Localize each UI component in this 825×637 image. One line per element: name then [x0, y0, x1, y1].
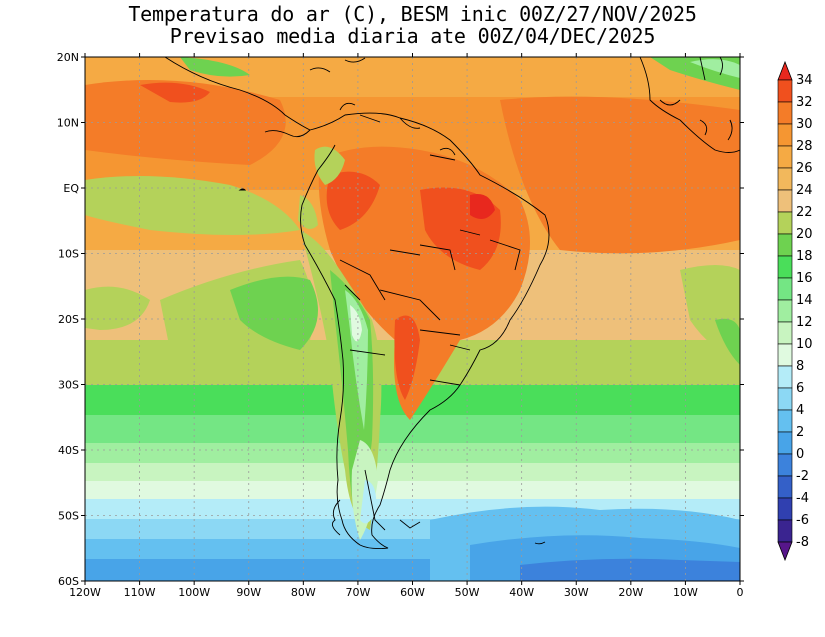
colorbar-swatch [777, 189, 793, 213]
map-title: Temperatura do ar (C), BESM inic 00Z/27/… [128, 2, 697, 26]
lon-label: 90W [236, 586, 261, 599]
colorbar-swatch [777, 299, 793, 323]
colorbar-swatch [777, 475, 793, 499]
lon-label: 0 [737, 586, 744, 599]
longitude-labels: 120W 110W 100W 90W 80W 70W 60W 50W 40W 30W 20W 10W 0 [69, 586, 743, 599]
lon-label: 50W [455, 586, 480, 599]
colorbar-swatch [777, 233, 793, 257]
colorbar-label: -4 [796, 491, 809, 506]
colorbar-label: 26 [796, 161, 813, 176]
lon-label: 80W [291, 586, 316, 599]
colorbar-label: 28 [796, 139, 813, 154]
colorbar-label: 22 [796, 205, 813, 220]
colorbar-label: 24 [796, 183, 813, 198]
lat-label: 10S [58, 248, 79, 261]
lon-label: 30W [564, 586, 589, 599]
graticule [85, 57, 740, 581]
lat-label: 50S [58, 510, 79, 523]
colorbar-label: 10 [796, 337, 813, 352]
colorbar-label: 2 [796, 425, 804, 440]
colorbar-label: 4 [796, 403, 804, 418]
lon-label: 40W [509, 586, 534, 599]
colorbar-swatch [777, 497, 793, 521]
colorbar-swatch [777, 453, 793, 477]
colorbar-label: 20 [796, 227, 813, 242]
latitude-labels: 20N 10N EQ 10S 20S 30S 40S 50S 60S [57, 51, 80, 588]
colorbar-label: 6 [796, 381, 804, 396]
colorbar-swatch [777, 211, 793, 235]
colorbar-swatch [777, 255, 793, 279]
colorbar-label: 32 [796, 95, 813, 110]
colorbar-label: 0 [796, 447, 804, 462]
map-subtitle: Previsao media diaria ate 00Z/04/DEC/202… [169, 24, 656, 48]
lat-label: EQ [63, 182, 79, 195]
colorbar-swatch [777, 409, 793, 433]
colorbar-label: -2 [796, 469, 809, 484]
lat-label: 40S [58, 444, 79, 457]
colorbar-swatch [777, 519, 793, 543]
colorbar-label: 14 [796, 293, 813, 308]
colorbar-swatch [777, 123, 793, 147]
lon-label: 120W [69, 586, 101, 599]
colorbar-swatch [777, 101, 793, 125]
colorbar-label: 8 [796, 359, 804, 374]
axis-ticks [81, 53, 744, 585]
colorbar-swatch [777, 167, 793, 191]
coastlines [164, 57, 740, 550]
colorbar-bottom-arrow [777, 541, 793, 562]
colorbar-swatch [777, 431, 793, 455]
colorbar-swatch [777, 321, 793, 345]
colorbar-label: 12 [796, 315, 813, 330]
colorbar-top-arrow [777, 60, 793, 81]
colorbar-label: -6 [796, 513, 809, 528]
lon-label: 60W [400, 586, 425, 599]
colorbar-swatch [777, 365, 793, 389]
colorbar-label: -8 [796, 535, 809, 550]
lon-label: 100W [178, 586, 210, 599]
lon-label: 110W [124, 586, 156, 599]
colorbar-swatch [777, 387, 793, 411]
colorbar-label: 16 [796, 271, 813, 286]
colorbar-label: 30 [796, 117, 813, 132]
colorbar-swatch [777, 79, 793, 103]
colorbar-label: 34 [796, 73, 813, 88]
lon-label: 70W [345, 586, 370, 599]
colorbar-label: 18 [796, 249, 813, 264]
lat-label: 20S [58, 313, 79, 326]
lat-label: 60S [58, 575, 79, 588]
colorbar-swatch [777, 145, 793, 169]
lat-label: 20N [57, 51, 79, 64]
colorbar-swatch [777, 277, 793, 301]
lat-label: 30S [58, 379, 79, 392]
lat-label: 10N [57, 117, 79, 130]
colorbar-swatch [777, 343, 793, 367]
lon-label: 20W [618, 586, 643, 599]
lon-label: 10W [673, 586, 698, 599]
